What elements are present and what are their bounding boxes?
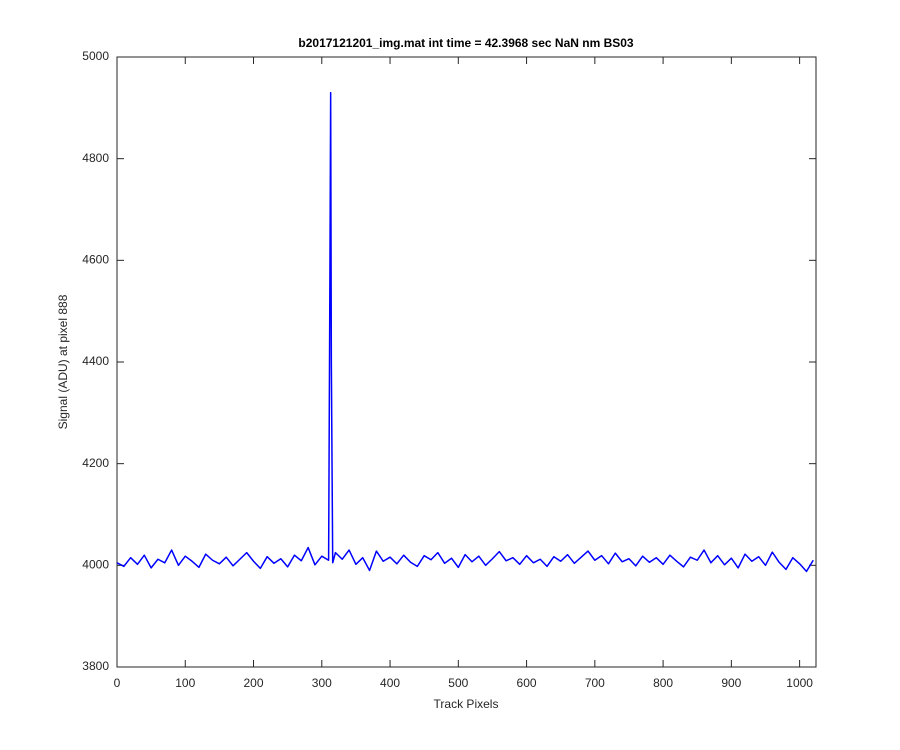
x-tick-label: 200 — [244, 676, 264, 690]
signal-line — [116, 91, 814, 573]
y-tick-label: 4800 — [82, 151, 109, 165]
x-tick-label: 0 — [114, 676, 121, 690]
y-tick-label: 3800 — [82, 659, 109, 673]
x-axis-label: Track Pixels — [434, 697, 499, 711]
y-axis-label: Signal (ADU) at pixel 888 — [56, 294, 70, 429]
y-tick-label: 4000 — [82, 558, 109, 572]
x-tick-label: 900 — [721, 676, 741, 690]
y-tick-label: 4200 — [82, 456, 109, 470]
x-tick-label: 700 — [585, 676, 605, 690]
y-tick-label: 5000 — [82, 49, 109, 63]
x-tick-label: 500 — [448, 676, 468, 690]
x-tick-label: 400 — [380, 676, 400, 690]
x-tick-label: 1000 — [786, 676, 813, 690]
x-tick-label: 300 — [312, 676, 332, 690]
x-tick-label: 600 — [517, 676, 537, 690]
y-tick-label: 4600 — [82, 253, 109, 267]
y-tick-label: 4400 — [82, 354, 109, 368]
chart-title: b2017121201_img.mat int time = 42.3968 s… — [298, 36, 634, 50]
x-tick-label: 800 — [653, 676, 673, 690]
x-tick-label: 100 — [175, 676, 195, 690]
